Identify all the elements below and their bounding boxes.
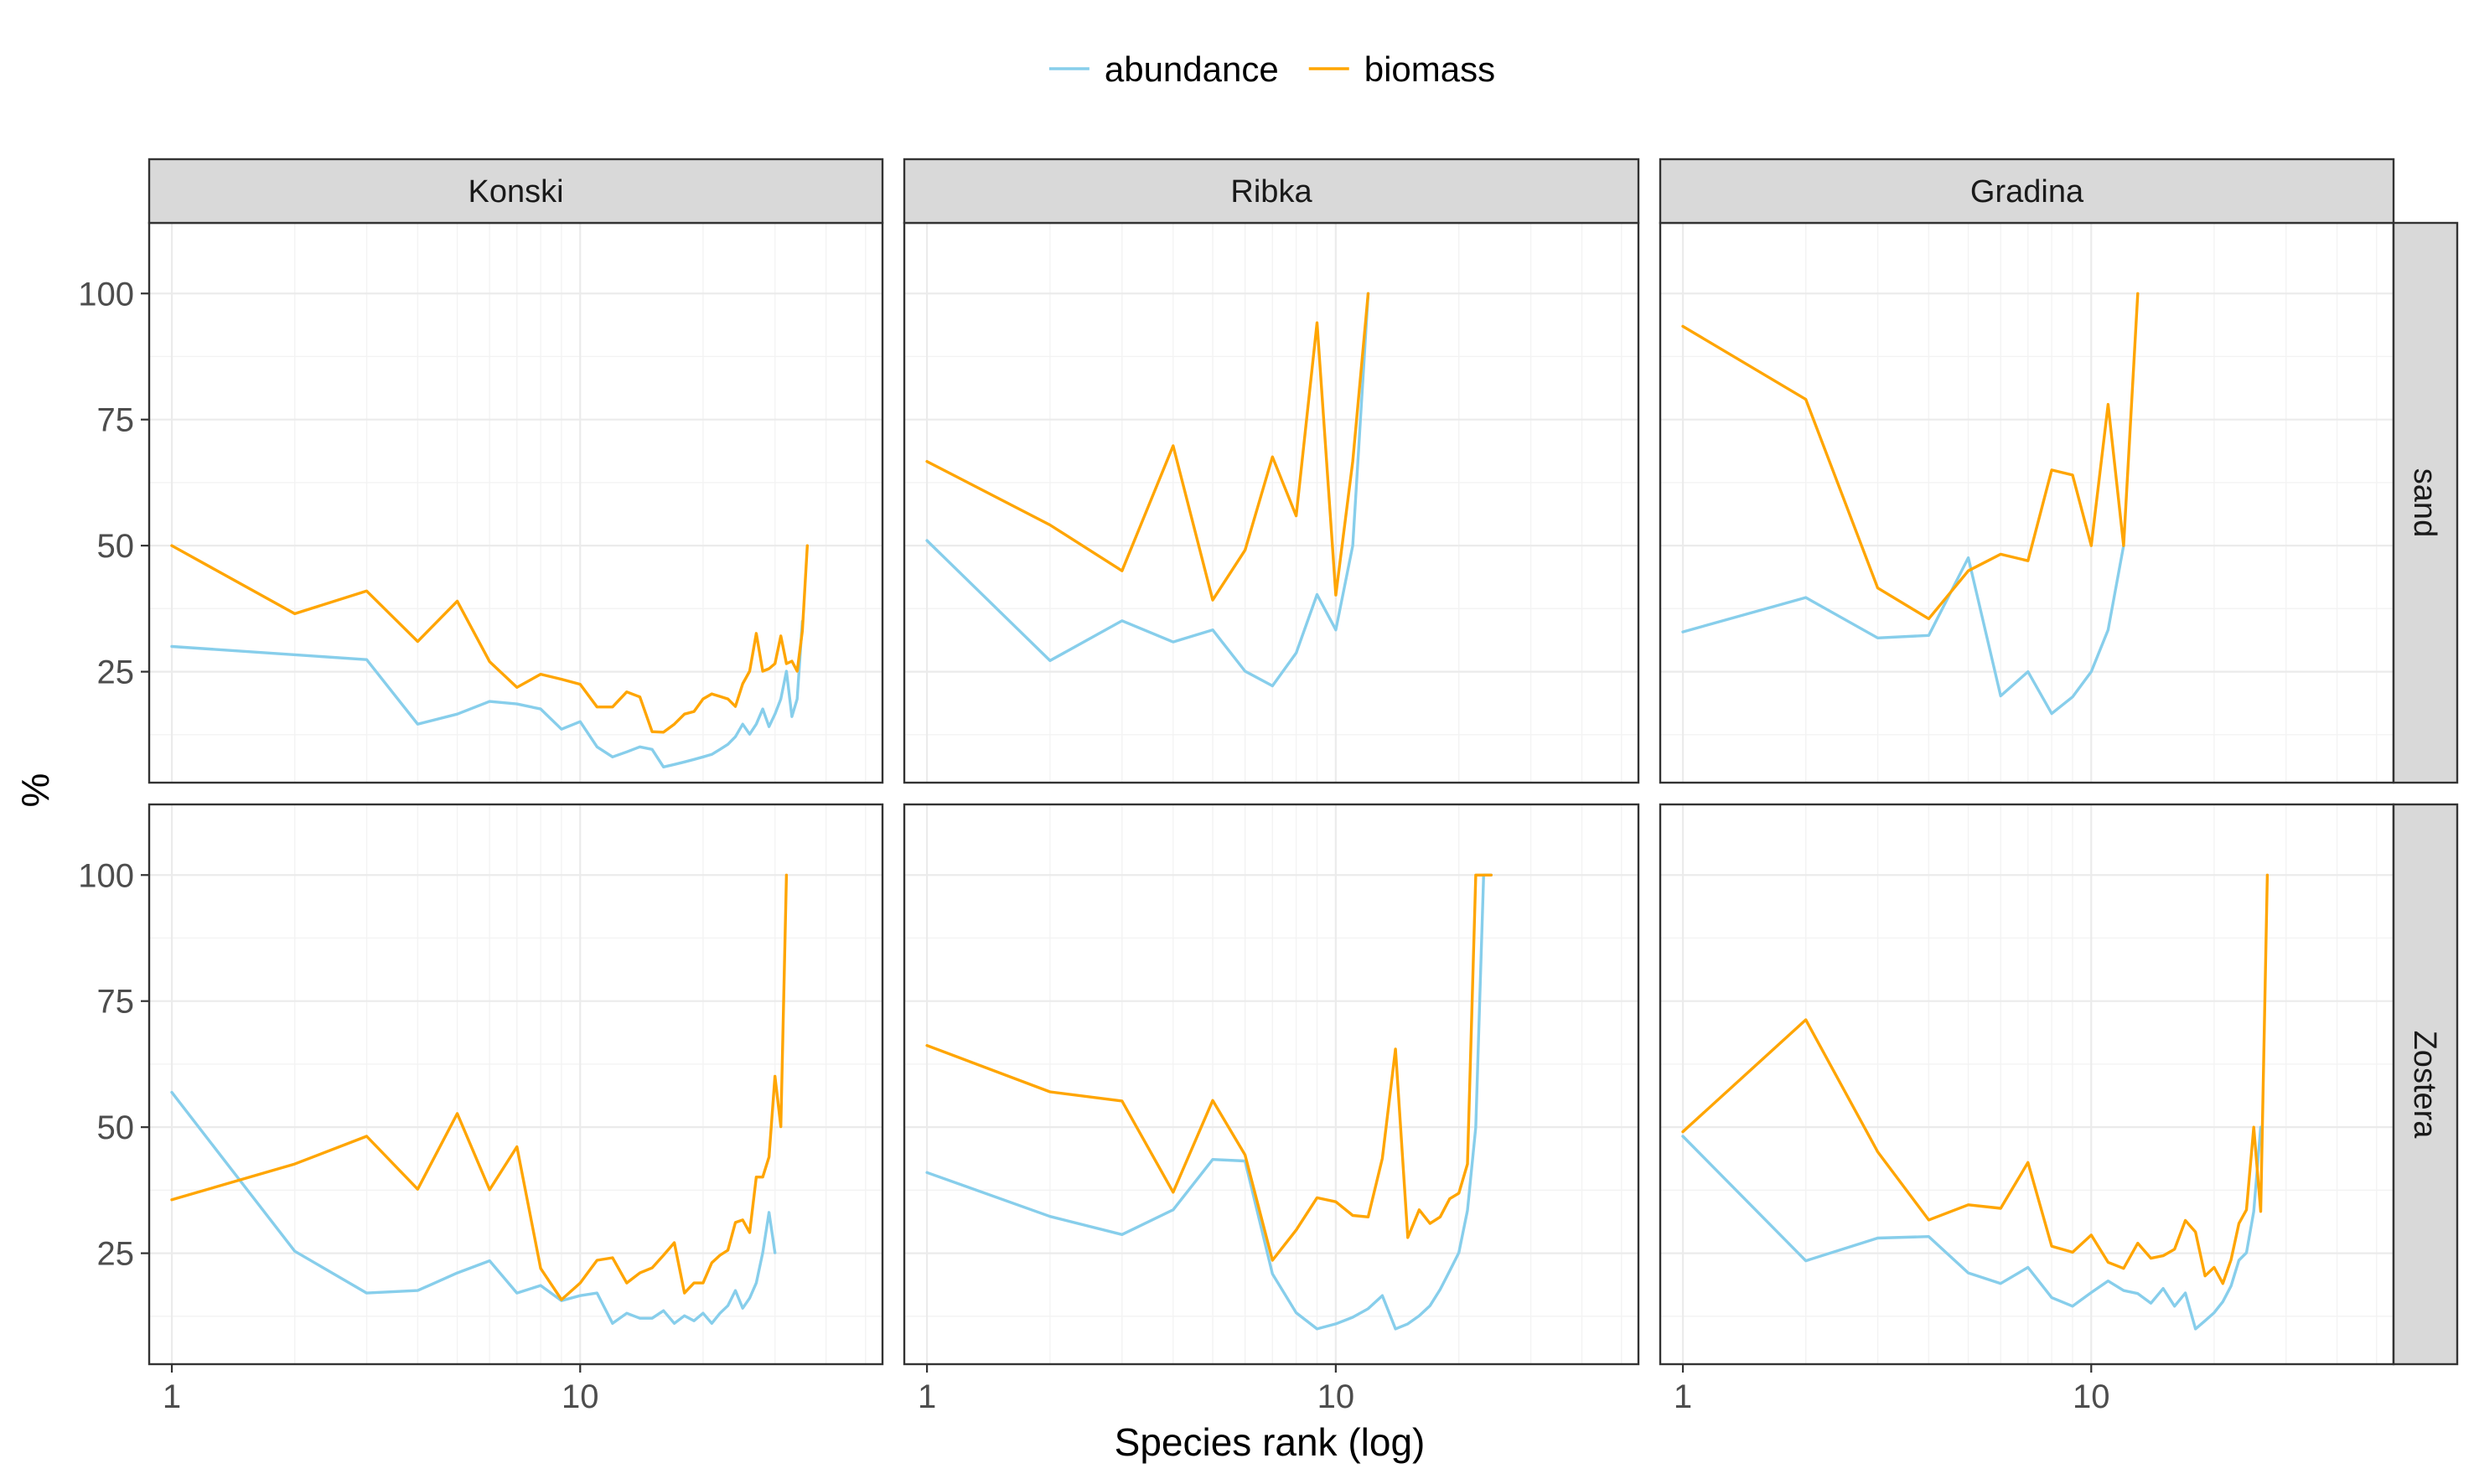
strip-sand: sand <box>2392 221 2459 784</box>
facet-strips: Konski Ribka Gradina sand Zostera <box>148 158 2459 1366</box>
x-tick-label: 10 <box>1317 1378 1355 1415</box>
series-line-biomass <box>1681 873 2270 1285</box>
panel-ribka-sand <box>903 221 1640 784</box>
panel-gradina-sand <box>1659 221 2395 784</box>
panel-border <box>148 803 884 1366</box>
series-line-biomass <box>1681 292 2140 621</box>
y-tick-label: 25 <box>97 654 135 691</box>
strip-label: Zostera <box>2407 1031 2442 1140</box>
x-tick-label: 10 <box>2073 1378 2110 1415</box>
y-tick-label: 50 <box>97 528 135 565</box>
panel-gradina-zostera <box>1659 803 2395 1366</box>
grid-layer <box>148 221 2395 1366</box>
strip-background <box>2392 221 2459 784</box>
strip-gradina: Gradina <box>1659 158 2395 225</box>
axes: 25 50 75 100 25 50 75 100 1 10 1 10 1 10 <box>78 276 2109 1415</box>
panel-border <box>903 803 1640 1366</box>
series-line-biomass <box>170 544 809 734</box>
strip-label: sand <box>2407 468 2442 537</box>
panel-background <box>149 223 882 783</box>
y-tick-label: 100 <box>78 857 134 894</box>
y-tick-label: 75 <box>97 984 135 1021</box>
legend-item-biomass: biomass <box>1308 49 1495 89</box>
x-tick-label: 1 <box>1674 1378 1692 1415</box>
y-tick-label: 75 <box>97 402 135 439</box>
strip-background <box>2392 803 2459 1366</box>
strip-zostera: Zostera <box>2392 803 2459 1366</box>
strip-background <box>148 158 884 225</box>
series-line-abundance <box>925 873 1493 1331</box>
panel-background <box>904 223 1638 783</box>
panel-background <box>1660 804 2394 1364</box>
legend-item-abundance: abundance <box>1048 49 1279 89</box>
panel-background <box>904 804 1638 1364</box>
panel-background <box>1660 223 2394 783</box>
series-line-abundance <box>925 292 1370 688</box>
y-axis-title: % <box>13 773 57 808</box>
strip-background <box>903 158 1640 225</box>
legend: abundance biomass <box>1048 49 1495 89</box>
strip-label: Konski <box>468 174 563 209</box>
legend-label: abundance <box>1105 49 1279 89</box>
y-tick-label: 50 <box>97 1109 135 1146</box>
x-tick-label: 1 <box>163 1378 181 1415</box>
series-line-biomass <box>925 292 1370 602</box>
x-tick-label: 1 <box>918 1378 936 1415</box>
x-tick-label: 10 <box>562 1378 599 1415</box>
strip-label: Gradina <box>1970 174 2084 209</box>
strip-label: Ribka <box>1230 174 1312 209</box>
series-line-abundance <box>170 619 805 768</box>
panel-ribka-zostera <box>903 803 1640 1366</box>
series-line-biomass <box>925 873 1493 1262</box>
series-line-abundance <box>1681 1125 2263 1331</box>
series-line-abundance <box>170 1090 777 1326</box>
y-tick-label: 100 <box>78 276 134 313</box>
legend-label: biomass <box>1364 49 1495 89</box>
x-axis-title: Species rank (log) <box>1115 1420 1426 1464</box>
y-tick-label: 25 <box>97 1236 135 1273</box>
panel-konski-sand <box>148 221 884 784</box>
panel-konski-zostera <box>148 803 884 1366</box>
strip-background <box>1659 158 2395 225</box>
series-line-abundance <box>1681 544 2125 716</box>
series-line-biomass <box>170 873 789 1301</box>
strip-ribka: Ribka <box>903 158 1640 225</box>
strip-konski: Konski <box>148 158 884 225</box>
panel-background <box>149 804 882 1364</box>
